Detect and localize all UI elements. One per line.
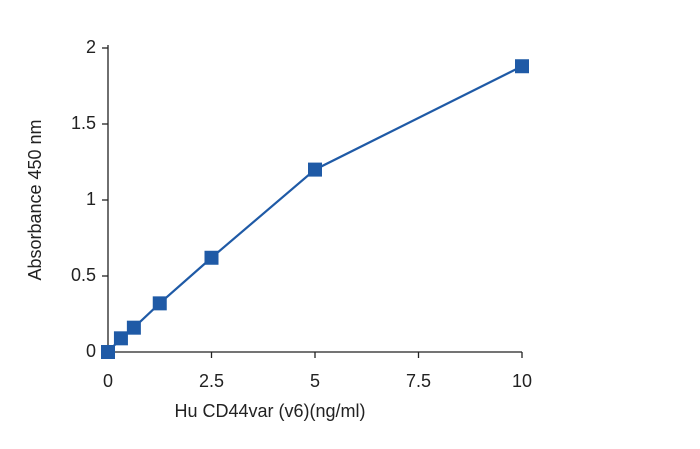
x-tick-label: 0	[103, 371, 113, 391]
line	[107, 65, 523, 353]
x-tick-label: 5	[310, 371, 320, 391]
x-tick-label: 2.5	[199, 371, 224, 391]
y-tick-label: 2	[86, 37, 96, 57]
y-tick-label: 0.5	[71, 265, 96, 285]
marker	[101, 345, 115, 359]
marker	[515, 59, 529, 74]
marker	[113, 331, 128, 346]
y-tick-label: 1	[86, 189, 96, 209]
y-tick-label: 1.5	[71, 113, 96, 133]
marker	[308, 162, 322, 177]
marker	[152, 296, 167, 311]
x-tick-label: 7.5	[406, 371, 431, 391]
x-tick-label: 10	[512, 371, 532, 391]
marker	[204, 250, 219, 265]
marker	[126, 320, 141, 335]
y-axis-label: Absorbance 450 nm	[25, 119, 45, 280]
x-axis-label: Hu CD44var (v6)(ng/ml)	[174, 401, 365, 421]
y-tick-label: 0	[86, 341, 96, 361]
